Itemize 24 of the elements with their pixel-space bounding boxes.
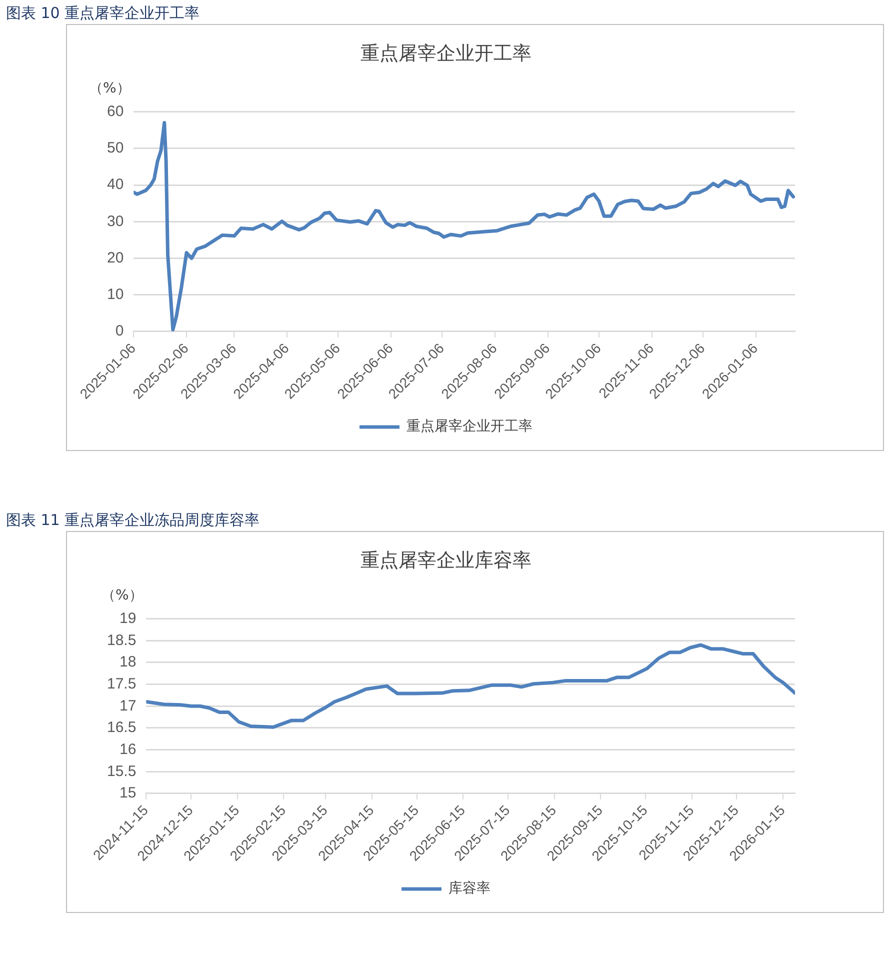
y-tick-label: 15.5 — [106, 762, 136, 780]
y-tick-label: 50 — [106, 140, 124, 157]
y-tick-label: 30 — [106, 212, 124, 230]
y-tick-label: 16 — [120, 740, 136, 758]
y-axis-title: （%） — [89, 80, 130, 96]
chart-title: 重点屠宰企业库容率 — [360, 549, 532, 572]
legend-label: 库容率 — [448, 880, 490, 897]
y-tick-label: 16.5 — [106, 719, 136, 736]
legend-label: 重点屠宰企业开工率 — [406, 418, 532, 435]
y-tick-label: 10 — [106, 286, 124, 304]
y-tick-label: 18 — [120, 654, 136, 671]
y-tick-label: 40 — [106, 176, 124, 194]
y-tick-label: 15 — [120, 784, 136, 802]
y-tick-label: 20 — [106, 249, 124, 266]
y-tick-label: 17.5 — [106, 675, 136, 692]
y-axis-title: （%） — [102, 587, 143, 604]
y-tick-label: 18.5 — [106, 632, 136, 649]
text: 图表 11 重点屠宰企业冻品周度库容率 — [6, 510, 261, 531]
chart-title: 重点屠宰企业开工率 — [360, 42, 532, 64]
text: 图表 10 重点屠宰企业开工率 — [6, 3, 201, 24]
y-tick-label: 17 — [120, 697, 136, 714]
y-tick-label: 19 — [120, 610, 136, 627]
y-tick-label: 0 — [115, 322, 124, 340]
y-tick-label: 60 — [106, 102, 124, 120]
